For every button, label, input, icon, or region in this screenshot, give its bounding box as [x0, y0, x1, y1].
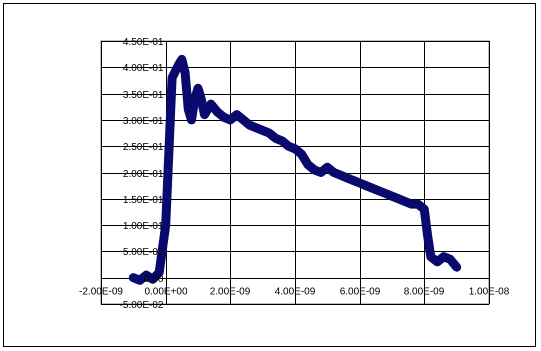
x-tick-label: 8.00E-09: [404, 287, 445, 298]
y-tick-label: 0.00: [144, 274, 164, 285]
y-tick-label: 5.00E-02: [123, 247, 164, 258]
y-tick-label: 4.00E-01: [123, 63, 164, 74]
x-tick-label: 4.00E-09: [275, 287, 316, 298]
y-tick-label: 1.00E-01: [123, 221, 164, 232]
x-tick-label: 2.00E-09: [210, 287, 251, 298]
x-tick-label: 0.00E+00: [144, 287, 188, 298]
y-tick-label: 3.50E-01: [123, 90, 164, 101]
y-tick-label: 4.50E-01: [123, 37, 164, 48]
y-tick-label: 3.00E-01: [123, 116, 164, 127]
y-tick-label: 2.50E-01: [123, 142, 164, 153]
y-tick-label: 1.50E-01: [123, 195, 164, 206]
chart-frame: -5.00E-02 0.00 5.00E-02 1.00E-01 1.50E-01 2.0…: [3, 3, 536, 347]
line-chart: -5.00E-02 0.00 5.00E-02 1.00E-01 1.50E-01 2.0…: [79, 37, 510, 311]
y-tick-label: 2.00E-01: [123, 169, 164, 180]
series-line: [128, 54, 462, 285]
x-tick-label: 1.00E-08: [469, 287, 510, 298]
x-tick-label: -2.00E-09: [79, 287, 123, 298]
x-tick-label: 6.00E-09: [340, 287, 381, 298]
y-tick-label: -5.00E-02: [120, 300, 164, 311]
